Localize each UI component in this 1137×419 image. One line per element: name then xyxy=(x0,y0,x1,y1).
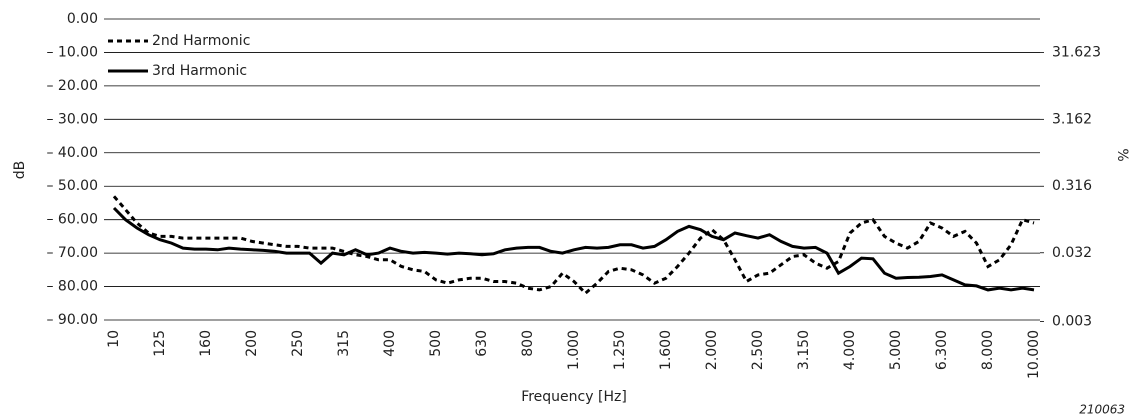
x-tick-label: 5.000 xyxy=(888,330,904,370)
x-tick-label: 10.000 xyxy=(1026,330,1042,379)
y2-axis-title: % xyxy=(1114,148,1130,161)
legend-label: 2nd Harmonic xyxy=(152,33,250,49)
x-tick-label: 4.000 xyxy=(842,330,858,370)
x-tick-label: 3.150 xyxy=(796,330,812,370)
x-axis-title: Frequency [Hz] xyxy=(521,389,627,405)
x-tick-label: 200 xyxy=(244,330,260,357)
x-tick-label: 1.250 xyxy=(612,330,628,370)
y2-tick-label: 0.316 xyxy=(1052,178,1092,194)
x-tick-label: 125 xyxy=(152,330,168,357)
x-tick-label: 630 xyxy=(474,330,490,357)
y-tick-label: – 60.00 xyxy=(46,212,98,228)
x-tick-label: 400 xyxy=(382,330,398,357)
x-tick-label: 8.000 xyxy=(980,330,996,370)
series-line xyxy=(112,195,1035,296)
x-tick-label: 10 xyxy=(106,330,122,348)
legend-label: 3rd Harmonic xyxy=(152,63,247,79)
y-tick-label: – 40.00 xyxy=(46,145,98,161)
y-tick-label: – 30.00 xyxy=(46,111,98,127)
y-tick-label: – 20.00 xyxy=(46,78,98,94)
y-tick-label: – 90.00 xyxy=(46,312,98,328)
y-tick-label: – 70.00 xyxy=(46,245,98,261)
y2-tick-label: 0.032 xyxy=(1052,245,1092,261)
x-tick-label: 250 xyxy=(290,330,306,357)
x-tick-label: 2.500 xyxy=(750,330,766,370)
x-tick-label: 315 xyxy=(336,330,352,357)
y-tick-label: – 50.00 xyxy=(46,178,98,194)
series-line xyxy=(112,206,1035,292)
x-tick-label: 2.000 xyxy=(704,330,720,370)
y-axis-title: dB xyxy=(12,161,28,180)
x-tick-label: 1.000 xyxy=(566,330,582,370)
y-tick-label: – 10.00 xyxy=(46,44,98,60)
y-tick-label: 0.00 xyxy=(67,11,98,27)
x-tick-label: 160 xyxy=(198,330,214,357)
y2-tick-label: 0.003 xyxy=(1052,314,1092,330)
x-tick-label: 6.300 xyxy=(934,330,950,370)
x-tick-label: 1.600 xyxy=(658,330,674,370)
footnote: 210063 xyxy=(1079,403,1125,417)
x-tick-label: 500 xyxy=(428,330,444,357)
y-tick-label: – 80.00 xyxy=(46,279,98,295)
x-tick-label: 800 xyxy=(520,330,536,357)
y2-tick-label: 3.162 xyxy=(1052,111,1092,127)
y2-tick-label: 31.623 xyxy=(1052,44,1101,60)
